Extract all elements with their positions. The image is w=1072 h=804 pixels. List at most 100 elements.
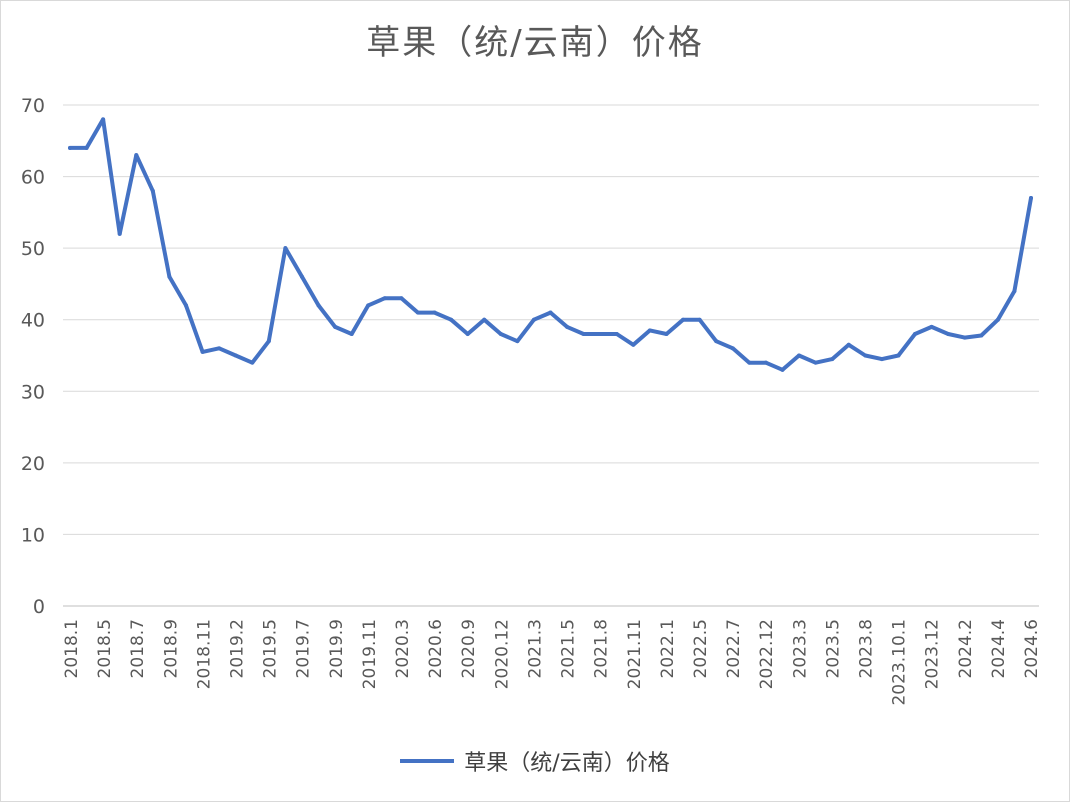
data-point — [84, 145, 89, 150]
x-tick-label: 2021.5 — [559, 619, 579, 678]
data-point — [830, 357, 835, 362]
data-point — [780, 367, 785, 372]
x-tick-label: 2018.9 — [161, 619, 181, 678]
data-point — [863, 353, 868, 358]
data-point — [714, 339, 719, 344]
data-point — [631, 342, 636, 347]
x-tick-label: 2020.9 — [459, 619, 479, 678]
x-tick-label: 2024.4 — [989, 619, 1009, 678]
data-point — [316, 303, 321, 308]
x-tick-label: 2018.11 — [194, 619, 214, 689]
data-point — [565, 324, 570, 329]
data-point — [101, 117, 106, 122]
data-point — [763, 360, 768, 365]
x-tick-label: 2023.10.1 — [890, 619, 910, 706]
data-point — [465, 332, 470, 337]
data-point — [134, 153, 139, 158]
data-point — [846, 342, 851, 347]
data-point — [449, 317, 454, 322]
x-tick-label: 2018.1 — [62, 619, 82, 678]
data-point — [117, 231, 122, 236]
data-point — [747, 360, 752, 365]
data-point — [482, 317, 487, 322]
x-tick-label: 2021.3 — [525, 619, 545, 678]
data-point — [913, 332, 918, 337]
data-point — [664, 332, 669, 337]
x-tick-label: 2022.5 — [691, 619, 711, 678]
data-point — [979, 333, 984, 338]
data-point — [415, 310, 420, 315]
data-point — [250, 360, 255, 365]
data-point — [266, 339, 271, 344]
data-point — [946, 332, 951, 337]
x-tick-label: 2023.8 — [856, 619, 876, 678]
x-tick-label: 2019.7 — [294, 619, 314, 678]
data-point — [730, 346, 735, 351]
x-tick-label: 2021.11 — [625, 619, 645, 689]
data-point — [962, 335, 967, 340]
data-point — [681, 317, 686, 322]
data-point — [515, 339, 520, 344]
data-point — [333, 324, 338, 329]
x-tick-label: 2021.8 — [592, 619, 612, 678]
data-point — [896, 353, 901, 358]
x-tick-label: 2020.3 — [393, 619, 413, 678]
x-tick-label: 2024.2 — [956, 619, 976, 678]
data-point — [382, 296, 387, 301]
data-point — [183, 303, 188, 308]
data-point — [366, 303, 371, 308]
data-point — [995, 317, 1000, 322]
data-point — [432, 310, 437, 315]
data-point — [68, 145, 72, 150]
x-tick-label: 2022.12 — [757, 619, 777, 689]
x-tick-label: 2023.12 — [923, 619, 943, 689]
series-line — [68, 117, 1033, 372]
x-tick-label: 2018.7 — [128, 619, 148, 678]
data-point — [929, 324, 934, 329]
legend-label: 草果（统/云南）价格 — [464, 751, 670, 776]
data-point — [283, 246, 288, 251]
data-point — [647, 328, 652, 333]
data-point — [498, 332, 503, 337]
x-tick-label: 2019.5 — [261, 619, 281, 678]
y-tick-label: 40 — [21, 310, 45, 332]
y-tick-label: 70 — [21, 95, 45, 117]
data-point — [217, 346, 222, 351]
chart-legend: 草果（统/云南）价格 — [1, 745, 1069, 777]
x-tick-label: 2022.1 — [658, 619, 678, 678]
data-point — [167, 274, 172, 279]
legend-swatch — [400, 759, 455, 763]
data-point — [399, 296, 404, 301]
y-tick-label: 60 — [21, 167, 45, 189]
data-point — [299, 274, 304, 279]
x-tick-label: 2020.12 — [492, 619, 512, 689]
data-point — [1012, 289, 1017, 294]
data-point — [598, 332, 603, 337]
x-tick-label: 2022.7 — [724, 619, 744, 678]
data-point — [1029, 196, 1033, 201]
x-tick-label: 2019.11 — [360, 619, 380, 689]
data-point — [581, 332, 586, 337]
x-tick-label: 2023.3 — [790, 619, 810, 678]
data-point — [150, 188, 155, 193]
y-tick-label: 50 — [21, 238, 45, 260]
y-tick-label: 30 — [21, 381, 45, 403]
data-point — [531, 317, 536, 322]
line-chart: 0 10 20 30 40 50 60 70 2018.1 2018.5 2018.7 2018.9… — [21, 95, 1042, 706]
data-point — [879, 357, 884, 362]
data-point — [233, 353, 238, 358]
y-tick-label: 0 — [33, 596, 45, 618]
data-point — [349, 332, 354, 337]
data-point — [797, 353, 802, 358]
x-tick-label: 2024.6 — [1022, 619, 1042, 678]
y-tick-label: 20 — [21, 453, 45, 475]
x-tick-label: 2020.6 — [426, 619, 446, 678]
data-point — [548, 310, 553, 315]
x-tick-label: 2018.5 — [95, 619, 115, 678]
data-point — [697, 317, 702, 322]
x-tick-label: 2023.5 — [823, 619, 843, 678]
x-tick-label: 2019.2 — [228, 619, 248, 678]
data-point — [200, 349, 205, 354]
x-tick-label: 2019.9 — [327, 619, 347, 678]
